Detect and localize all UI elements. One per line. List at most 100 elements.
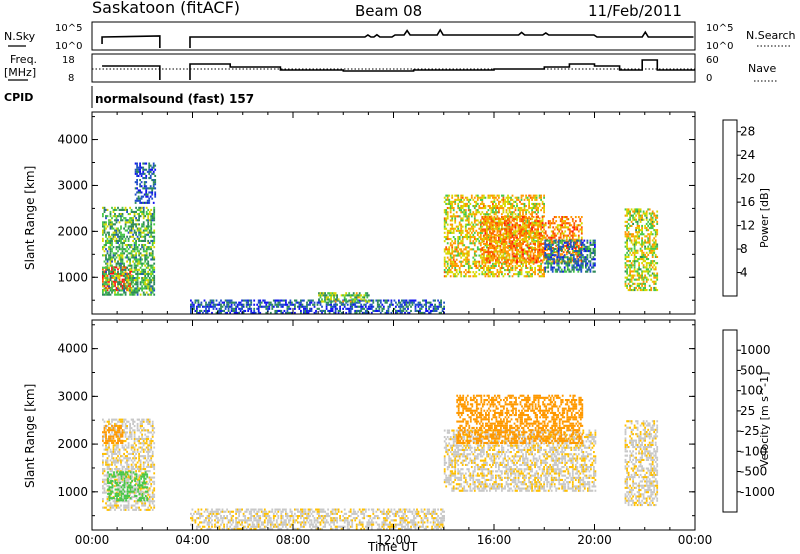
- power-echo-cell: [528, 261, 530, 264]
- power-echo-cell: [472, 242, 475, 245]
- power-echo-cell: [345, 294, 348, 297]
- power-echo-cell: [537, 264, 539, 267]
- power-echo-cell: [641, 237, 643, 240]
- power-echo-cell: [507, 207, 509, 210]
- power-echo-cell: [481, 271, 484, 274]
- power-echo-cell: [363, 307, 366, 310]
- power-echo-cell: [624, 258, 627, 261]
- power-echo-cell: [532, 205, 535, 208]
- power-echo-cell: [592, 250, 595, 253]
- power-echo-cell: [297, 301, 299, 304]
- power-echo-cell: [557, 260, 560, 263]
- power-echo-cell: [419, 311, 421, 314]
- power-echo-cell: [656, 278, 659, 281]
- power-echo-cell: [457, 227, 460, 230]
- power-echo-cell: [558, 230, 561, 233]
- power-echo-cell: [508, 223, 511, 226]
- power-echo-cell: [143, 177, 146, 180]
- power-echo-cell: [626, 210, 628, 213]
- power-echo-cell: [145, 252, 148, 255]
- power-echo-cell: [111, 225, 113, 228]
- power-echo-cell: [136, 191, 138, 194]
- power-echo-cell: [505, 240, 508, 243]
- power-echo-cell: [260, 305, 263, 308]
- power-echo-cell: [333, 311, 335, 314]
- power-echo-cell: [638, 268, 640, 271]
- power-echo-cell: [111, 244, 113, 247]
- power-echo-cell: [132, 233, 134, 236]
- power-echo-cell: [525, 244, 527, 247]
- power-echo-cell: [227, 301, 230, 304]
- power-echo-cell: [445, 221, 448, 224]
- power-echo-cell: [123, 241, 125, 244]
- power-echo-cell: [115, 237, 118, 240]
- power-echo-cell: [473, 236, 476, 239]
- power-echo-cell: [510, 232, 512, 235]
- power-echo-cell: [520, 249, 523, 252]
- power-echo-cell: [645, 229, 648, 232]
- power-echo-cell: [301, 305, 304, 308]
- power-echo-cell: [336, 298, 338, 301]
- power-echo-cell: [111, 287, 113, 290]
- power-echo-cell: [573, 238, 576, 241]
- power-echo-cell: [148, 264, 151, 267]
- power-echo-cell: [543, 205, 545, 208]
- power-echo-cell: [543, 224, 545, 227]
- power-echo-cell: [312, 299, 314, 302]
- power-echo-cell: [129, 264, 131, 267]
- power-echo-cell: [639, 282, 642, 285]
- power-echo-cell: [108, 239, 110, 242]
- power-echo-cell: [142, 250, 145, 253]
- power-echo-cell: [105, 281, 107, 284]
- power-echo-cell: [389, 305, 391, 308]
- power-echo-cell: [644, 260, 646, 263]
- power-echo-cell: [517, 229, 520, 232]
- power-echo-cell: [654, 289, 657, 292]
- power-echo-cell: [434, 305, 436, 308]
- power-echo-cell: [492, 257, 494, 260]
- power-echo-cell: [592, 270, 595, 273]
- power-echo-cell: [648, 270, 651, 273]
- power-echo-cell: [484, 230, 487, 233]
- power-echo-cell: [139, 235, 142, 238]
- power-echo-cell: [630, 262, 633, 265]
- power-echo-cell: [645, 218, 648, 221]
- power-echo-cell: [504, 246, 506, 249]
- power-echo-cell: [531, 231, 533, 234]
- power-echo-cell: [630, 208, 633, 211]
- power-echo-cell: [466, 196, 469, 199]
- power-echo-cell: [390, 311, 393, 314]
- power-echo-cell: [102, 291, 104, 294]
- power-echo-cell: [111, 276, 113, 279]
- power-echo-cell: [460, 196, 463, 199]
- power-echo-cell: [490, 255, 493, 258]
- power-echo-cell: [556, 224, 559, 227]
- power-echo-cell: [568, 242, 571, 245]
- power-echo-cell: [132, 225, 134, 228]
- power-echo-cell: [647, 229, 650, 232]
- power-echo-cell: [507, 200, 509, 203]
- power-echo-cell: [466, 238, 469, 241]
- power-echo-cell: [428, 301, 430, 304]
- power-echo-cell: [467, 254, 470, 257]
- power-echo-cell: [115, 231, 118, 234]
- power-echo-cell: [535, 224, 538, 227]
- power-echo-cell: [393, 307, 396, 310]
- power-echo-cell: [120, 264, 122, 267]
- power-echo-cell: [425, 301, 427, 304]
- power-echo-cell: [138, 239, 140, 242]
- power-echo-cell: [651, 224, 654, 227]
- power-echo-cell: [498, 194, 500, 197]
- power-echo-cell: [636, 289, 639, 292]
- power-echo-cell: [650, 278, 653, 281]
- power-echo-cell: [624, 280, 627, 283]
- power-echo-cell: [130, 219, 133, 222]
- power-echo-cell: [136, 197, 138, 200]
- power-echo-cell: [654, 216, 657, 219]
- power-echo-cell: [414, 307, 417, 310]
- power-echo-cell: [505, 236, 508, 239]
- power-echo-cell: [550, 266, 553, 269]
- power-echo-cell: [573, 222, 576, 225]
- power-echo-cell: [257, 311, 260, 314]
- power-echo-cell: [145, 254, 148, 257]
